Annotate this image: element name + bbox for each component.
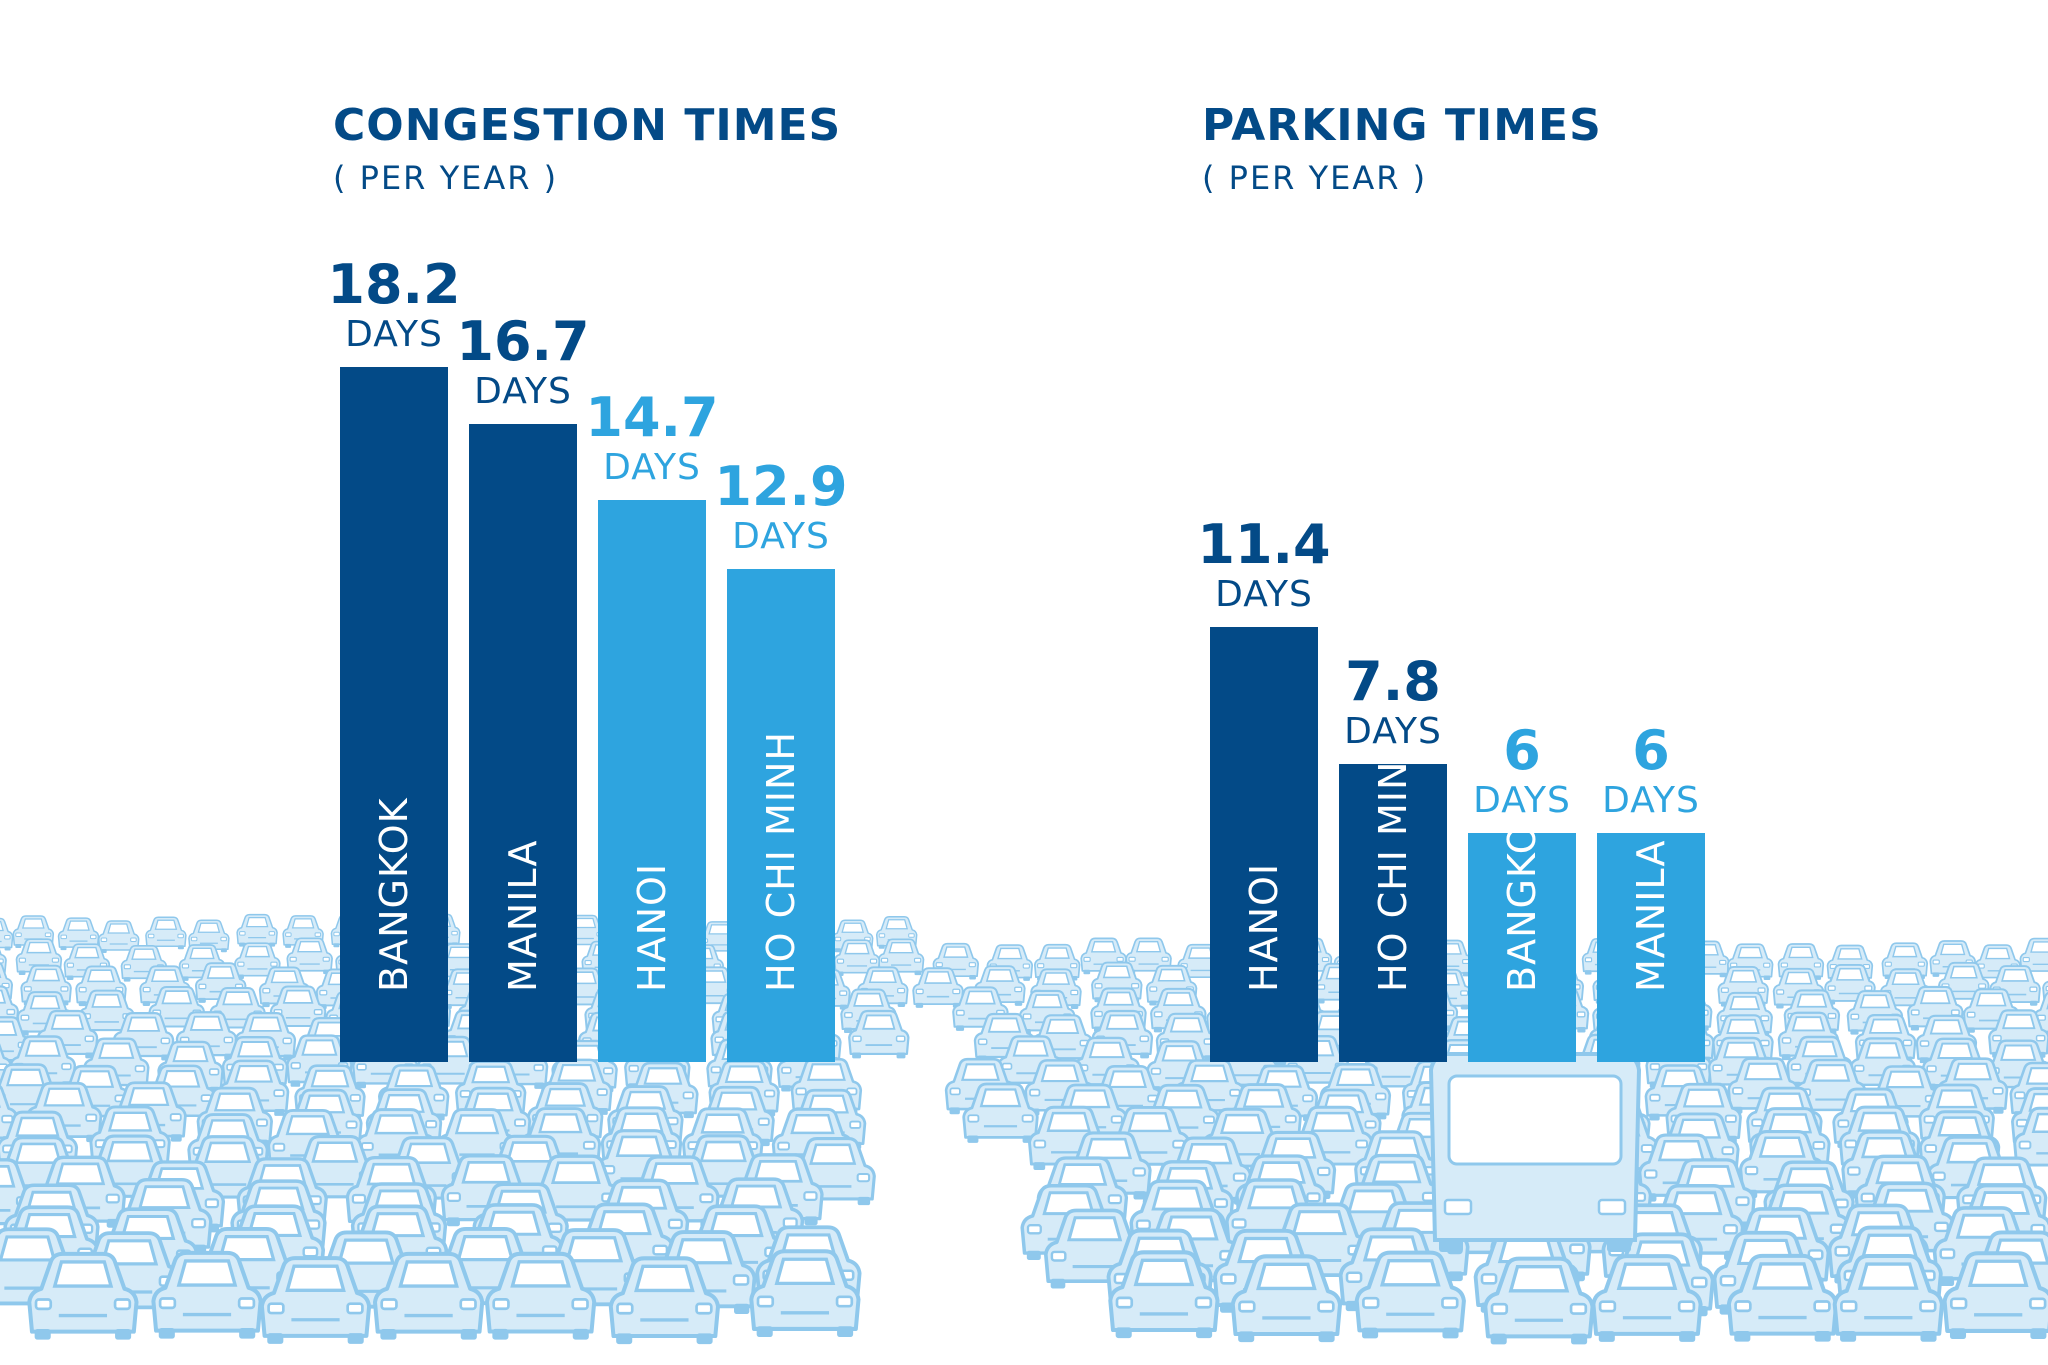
bar-category-label: HANOI (1242, 862, 1286, 992)
bar-category-label: HANOI (630, 862, 674, 992)
bar-value: 16.7 (456, 310, 590, 374)
car-icon (2013, 1106, 2048, 1171)
bar: HO CHI MINH (727, 569, 835, 1062)
bar-unit: DAYS (1215, 573, 1313, 615)
bar-value-label: 7.8 DAYS (1303, 654, 1483, 754)
car-icon (372, 1251, 485, 1340)
car-icon (12, 915, 55, 948)
car-icon (151, 1250, 263, 1339)
bar-value: 6 (1503, 718, 1541, 782)
bar: HO CHI MINH (1339, 731, 1447, 1062)
panel-subtitle: ( PER YEAR ) (1202, 159, 1428, 197)
bar-unit: DAYS (1344, 711, 1442, 753)
car-icon (1881, 942, 1929, 980)
bar: BANGKOK (340, 366, 448, 1062)
bar: MANILA (1597, 832, 1705, 1062)
bar-value: 12.9 (714, 455, 848, 519)
car-icon (1354, 1250, 1466, 1339)
car-icon (608, 1256, 721, 1345)
car-icon (234, 942, 281, 980)
car-icon (1230, 1254, 1343, 1343)
bar-category-label: BANGKOK (372, 797, 416, 992)
car-icon (236, 913, 278, 947)
car-icon (1942, 1251, 2048, 1339)
bar: HANOI (1210, 626, 1318, 1062)
car-icon (1832, 1254, 1944, 1342)
car-icon (1591, 1254, 1703, 1342)
car-icon (75, 965, 127, 1007)
car-icon (833, 939, 881, 977)
bar: MANILA (469, 424, 577, 1062)
bar: BANGKOK (1468, 797, 1576, 1062)
car-icon (848, 1009, 910, 1059)
bar-value-label: 6 DAYS (1561, 718, 1741, 823)
bar-unit: DAYS (732, 516, 830, 558)
car-icon (1483, 1256, 1595, 1345)
bar: HANOI (598, 500, 706, 1062)
bar-unit: DAYS (603, 447, 701, 489)
car-icon (484, 1251, 597, 1340)
bar-value: 7.8 (1345, 650, 1441, 714)
bar-unit: DAYS (1473, 779, 1571, 821)
bar-value: 11.4 (1197, 512, 1331, 576)
panel-subtitle: ( PER YEAR ) (333, 159, 559, 197)
car-icon (0, 917, 14, 951)
car-icon (15, 938, 63, 976)
bar-unit: DAYS (1602, 779, 1700, 821)
car-icon (97, 920, 140, 953)
car-icon (27, 1251, 139, 1340)
bar-value: 18.2 (327, 252, 461, 316)
bar-category-label: HO CHI MINH (1371, 731, 1415, 992)
bar-value-label: 6 DAYS (1432, 718, 1612, 823)
car-icon (1726, 1253, 1839, 1342)
car-icon (145, 916, 187, 950)
car-icon (877, 938, 925, 976)
bus-icon (1428, 1052, 1642, 1252)
car-icon (57, 917, 100, 951)
bar-value: 14.7 (585, 386, 719, 450)
car-icon (749, 1249, 861, 1337)
bar-category-label: BANGKOK (1500, 797, 1544, 992)
congestion-times-panel: CONGESTION TIMES ( PER YEAR ) BANGKOK 18.… (304, 100, 871, 1062)
bar-unit: DAYS (345, 313, 443, 355)
bar-value-label: 14.7 DAYS (562, 390, 742, 490)
bar-category-label: MANILA (501, 839, 545, 992)
car-icon (912, 967, 964, 1008)
bar-category-label: HO CHI MINH (759, 731, 803, 992)
car-icon (2019, 937, 2048, 975)
panel-title: PARKING TIMES (1202, 100, 1602, 151)
bar-unit: DAYS (474, 371, 572, 413)
bar-value-label: 16.7 DAYS (433, 314, 613, 414)
bar-value: 6 (1632, 718, 1670, 782)
bar-value-label: 18.2 DAYS (304, 252, 484, 357)
panel-title: CONGESTION TIMES (333, 100, 842, 151)
car-icon (1145, 964, 1198, 1006)
car-icon (1108, 1250, 1220, 1339)
parking-times-panel: PARKING TIMES ( PER YEAR ) HANOI 11.4 DAYS… (1024, 0, 2048, 1365)
car-icon (269, 985, 327, 1031)
bar-category-label: MANILA (1629, 839, 1673, 992)
bar-value-label: 12.9 DAYS (691, 459, 871, 559)
bar-value-label: 11.4 DAYS (1174, 512, 1354, 617)
car-icon (259, 1256, 372, 1344)
